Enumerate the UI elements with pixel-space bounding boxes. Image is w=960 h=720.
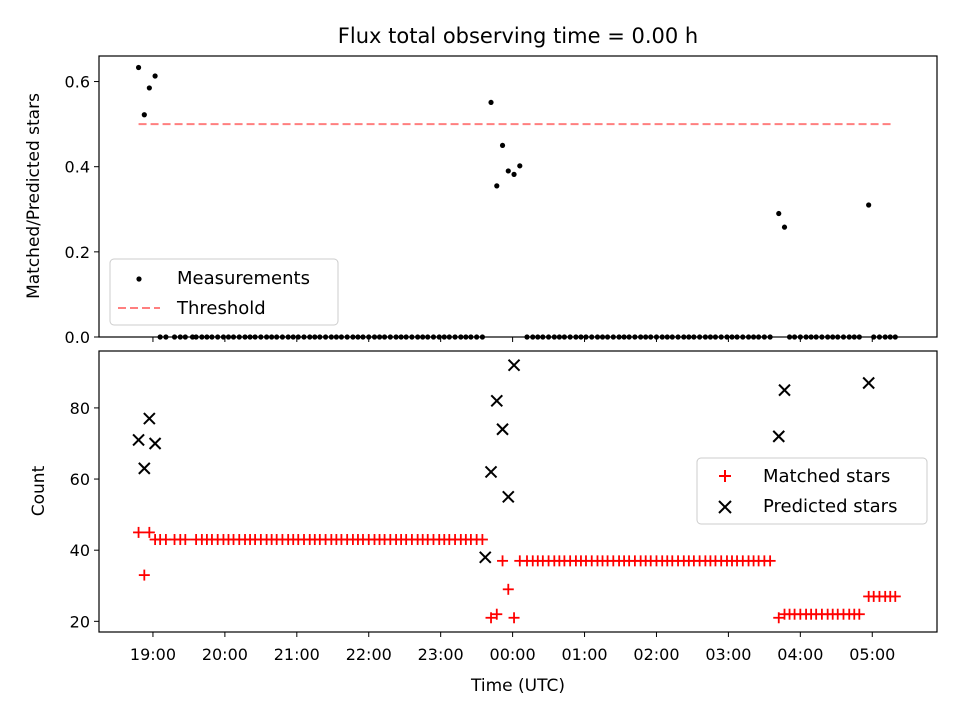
bottom-y-axis-label: Count: [29, 465, 49, 516]
matched-point: [764, 555, 776, 567]
measurement-point: [146, 85, 152, 91]
bottom-x-tick-label: 22:00: [346, 645, 392, 664]
matched-point: [491, 608, 503, 620]
bottom-panel-marks: [132, 359, 901, 624]
predicted-point: [496, 423, 509, 436]
legend-predicted-marker: [718, 500, 732, 514]
top-y-tick-label: 0.4: [65, 158, 90, 177]
matched-point: [773, 612, 785, 624]
bottom-x-tick-label: 05:00: [849, 645, 895, 664]
matched-point: [138, 569, 150, 581]
matched-point: [853, 608, 865, 620]
bottom-x-tick-label: 01:00: [561, 645, 607, 664]
predicted-point: [479, 551, 492, 564]
bottom-x-tick-label: 04:00: [777, 645, 823, 664]
bottom-x-tick-label: 19:00: [130, 645, 176, 664]
predicted-point: [502, 490, 515, 504]
measurement-point: [517, 163, 523, 169]
predicted-point: [484, 465, 498, 479]
matched-point: [143, 526, 155, 538]
measurement-point: [141, 112, 147, 118]
top-legend: Measurements Threshold: [109, 258, 339, 326]
top-y-axis-label: Matched/Predicted stars: [24, 93, 44, 299]
measurement-point: [505, 168, 511, 174]
chart-title: Flux total observing time = 0.00 h: [338, 24, 698, 48]
matched-point: [485, 612, 497, 624]
top-plot-frame: [98, 55, 938, 338]
matched-point: [889, 590, 901, 602]
predicted-point: [148, 437, 162, 450]
bottom-y-tick-label: 40: [70, 541, 90, 560]
measurement-point: [866, 202, 872, 208]
bottom-y-tick-label: 80: [70, 399, 90, 418]
matched-point: [133, 526, 145, 538]
top-y-tick-label: 0.0: [65, 328, 90, 347]
predicted-point: [772, 430, 785, 443]
measurement-point: [488, 99, 494, 106]
bottom-y-tick-label: 20: [70, 612, 90, 631]
measurement-point: [499, 142, 506, 149]
measurement-point: [494, 183, 500, 189]
top-panel: 0.0 0.2 0.4 0.6 Matched/Predicted stars Mea…: [24, 55, 938, 347]
measurement-point: [511, 171, 517, 177]
legend-matched-marker: [719, 470, 731, 482]
matched-point: [502, 583, 514, 595]
bottom-x-tick-label: 23:00: [418, 645, 464, 664]
bottom-plot-frame: [98, 350, 938, 633]
matched-point: [508, 612, 520, 624]
legend-threshold-label: Threshold: [176, 298, 266, 319]
predicted-point: [132, 433, 145, 447]
legend-measurements-label: Measurements: [177, 268, 310, 289]
bottom-x-tick-label: 20:00: [202, 645, 248, 664]
predicted-point: [507, 359, 521, 372]
top-y-tick-label: 0.6: [65, 73, 90, 92]
bottom-panel: 20 40 60 80 19:00 20:00 21:00 22:00 23:00 00:00 01…: [29, 350, 938, 696]
measurement-point: [135, 64, 142, 71]
top-y-tick-label: 0.2: [65, 243, 90, 262]
bottom-y-tick-label: 60: [70, 470, 90, 489]
measurement-point: [152, 73, 158, 79]
predicted-point: [138, 462, 151, 475]
matched-point: [179, 534, 191, 546]
legend-predicted-label: Predicted stars: [763, 496, 897, 517]
bottom-x-tick-label: 03:00: [705, 645, 751, 664]
bottom-x-tick-label: 02:00: [633, 645, 679, 664]
measurement-point: [776, 210, 782, 217]
bottom-x-tick-label: 00:00: [490, 645, 536, 664]
predicted-point: [143, 412, 156, 425]
bottom-x-tick-label: 21:00: [274, 645, 320, 664]
matched-point: [497, 555, 509, 567]
predicted-point: [490, 394, 503, 408]
predicted-point: [778, 383, 791, 397]
legend-matched-label: Matched stars: [763, 466, 890, 487]
top-panel-ticks: 0.0 0.2 0.4 0.6: [65, 73, 873, 347]
matched-point: [476, 534, 488, 546]
bottom-legend: Matched stars Predicted stars: [696, 457, 928, 525]
legend-measurements-marker: [136, 276, 142, 282]
top-legend-box: [109, 258, 339, 326]
bottom-panel-ticks: 20 40 60 80 19:00 20:00 21:00 22:00 23:00 00:00 01…: [70, 399, 896, 664]
measurement-point: [781, 224, 788, 230]
bottom-legend-box: [696, 457, 928, 525]
predicted-point: [862, 376, 875, 390]
x-axis-label: Time (UTC): [470, 676, 565, 696]
